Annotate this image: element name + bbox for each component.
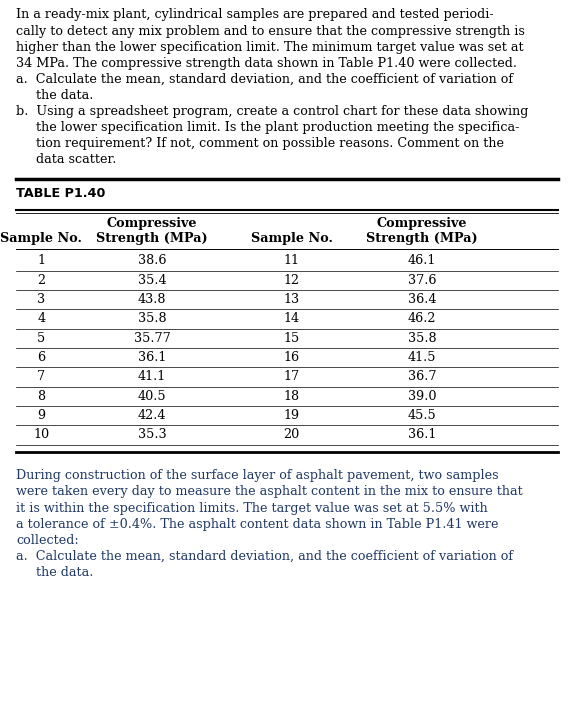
- Text: Strength (MPa): Strength (MPa): [96, 232, 208, 245]
- Text: were taken every day to measure the asphalt content in the mix to ensure that: were taken every day to measure the asph…: [16, 486, 523, 498]
- Text: 17: 17: [284, 371, 300, 383]
- Text: 34 MPa. The compressive strength data shown in Table P1.40 were collected.: 34 MPa. The compressive strength data sh…: [16, 56, 517, 70]
- Text: 9: 9: [37, 409, 45, 422]
- Text: 45.5: 45.5: [408, 409, 436, 422]
- Text: 36.1: 36.1: [408, 429, 436, 441]
- Text: 38.6: 38.6: [138, 254, 166, 268]
- Text: 6: 6: [37, 351, 45, 364]
- Text: 20: 20: [284, 429, 300, 441]
- Text: 19: 19: [284, 409, 300, 422]
- Text: 35.8: 35.8: [138, 312, 166, 325]
- Text: the data.: the data.: [16, 89, 94, 102]
- Text: 2: 2: [37, 274, 45, 287]
- Text: the lower specification limit. Is the plant production meeting the specifica-: the lower specification limit. Is the pl…: [16, 121, 519, 134]
- Text: 46.2: 46.2: [408, 312, 436, 325]
- Text: Strength (MPa): Strength (MPa): [366, 232, 478, 245]
- Text: 37.6: 37.6: [408, 274, 436, 287]
- Text: Compressive: Compressive: [377, 217, 467, 229]
- Text: 36.4: 36.4: [408, 293, 436, 306]
- Text: the data.: the data.: [16, 566, 94, 579]
- Text: 35.3: 35.3: [138, 429, 166, 441]
- Text: Compressive: Compressive: [107, 217, 197, 229]
- Text: In a ready-mix plant, cylindrical samples are prepared and tested periodi-: In a ready-mix plant, cylindrical sample…: [16, 8, 494, 21]
- Text: 12: 12: [284, 274, 300, 287]
- Text: 11: 11: [284, 254, 300, 268]
- Text: 18: 18: [284, 390, 300, 402]
- Text: 42.4: 42.4: [138, 409, 166, 422]
- Text: 43.8: 43.8: [138, 293, 166, 306]
- Text: 14: 14: [284, 312, 300, 325]
- Text: 36.7: 36.7: [408, 371, 436, 383]
- Text: 41.5: 41.5: [408, 351, 436, 364]
- Text: 10: 10: [33, 429, 49, 441]
- Text: Sample No.: Sample No.: [251, 232, 332, 245]
- Text: tion requirement? If not, comment on possible reasons. Comment on the: tion requirement? If not, comment on pos…: [16, 137, 504, 150]
- Text: 4: 4: [37, 312, 45, 325]
- Text: 16: 16: [284, 351, 300, 364]
- Text: a tolerance of ±0.4%. The asphalt content data shown in Table P1.41 were: a tolerance of ±0.4%. The asphalt conten…: [16, 517, 499, 531]
- Text: higher than the lower specification limit. The minimum target value was set at: higher than the lower specification limi…: [16, 41, 523, 54]
- Text: b.  Using a spreadsheet program, create a control chart for these data showing: b. Using a spreadsheet program, create a…: [16, 105, 529, 118]
- Text: a.  Calculate the mean, standard deviation, and the coefficient of variation of: a. Calculate the mean, standard deviatio…: [16, 73, 513, 86]
- Text: 35.8: 35.8: [408, 332, 436, 345]
- Text: 1: 1: [37, 254, 45, 268]
- Text: Sample No.: Sample No.: [1, 232, 82, 245]
- Text: a.  Calculate the mean, standard deviation, and the coefficient of variation of: a. Calculate the mean, standard deviatio…: [16, 550, 513, 563]
- Text: 3: 3: [37, 293, 45, 306]
- Text: 8: 8: [37, 390, 45, 402]
- Text: cally to detect any mix problem and to ensure that the compressive strength is: cally to detect any mix problem and to e…: [16, 25, 525, 37]
- Text: 5: 5: [37, 332, 45, 345]
- Text: collected:: collected:: [16, 534, 79, 546]
- Text: 35.4: 35.4: [138, 274, 166, 287]
- Text: TABLE P1.40: TABLE P1.40: [16, 187, 106, 200]
- Text: 15: 15: [284, 332, 300, 345]
- Text: During construction of the surface layer of asphalt pavement, two samples: During construction of the surface layer…: [16, 469, 499, 482]
- Text: it is within the specification limits. The target value was set at 5.5% with: it is within the specification limits. T…: [16, 501, 488, 515]
- Text: 13: 13: [284, 293, 300, 306]
- Text: data scatter.: data scatter.: [16, 153, 117, 167]
- Text: 7: 7: [37, 371, 45, 383]
- Text: 36.1: 36.1: [138, 351, 166, 364]
- Text: 39.0: 39.0: [408, 390, 436, 402]
- Text: 35.77: 35.77: [134, 332, 170, 345]
- Text: 41.1: 41.1: [138, 371, 166, 383]
- Text: 40.5: 40.5: [138, 390, 166, 402]
- Text: 46.1: 46.1: [408, 254, 436, 268]
